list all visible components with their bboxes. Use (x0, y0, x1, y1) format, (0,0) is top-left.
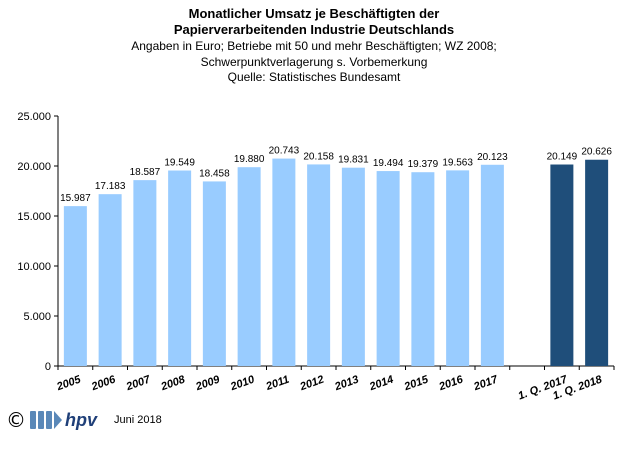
bar (446, 170, 470, 366)
data-label: 20.158 (303, 151, 334, 162)
chart-subtitle-line-2: Schwerpunktverlagerung s. Vorbemerkung (201, 55, 428, 69)
hpv-logo: hpv (30, 409, 108, 431)
chart-subtitle-line-3: Quelle: Statistisches Bundesamt (228, 70, 401, 84)
x-category-label: 2008 (159, 373, 188, 393)
bar (307, 164, 331, 366)
y-tick-label: 25.000 (17, 111, 51, 123)
chart-title-line-1: Monatlicher Umsatz je Beschäftigten der (189, 6, 440, 21)
data-label: 17.183 (95, 181, 126, 192)
hpv-logo-text: hpv (65, 410, 98, 430)
y-tick-label: 15.000 (17, 211, 51, 223)
bar (133, 180, 157, 366)
bar (237, 167, 261, 366)
bar (98, 194, 122, 366)
x-category-label: 2015 (402, 373, 431, 393)
bar (550, 164, 574, 366)
data-label: 18.458 (199, 168, 230, 179)
data-label: 19.563 (442, 157, 473, 168)
data-label: 19.831 (338, 155, 369, 166)
x-category-label: 2007 (124, 373, 153, 393)
y-tick-label: 0 (45, 361, 51, 373)
x-category-label: 2013 (332, 374, 360, 394)
data-label: 20.123 (477, 152, 508, 163)
bar (272, 158, 296, 366)
chart-subtitle-line-1: Angaben in Euro; Betriebe mit 50 und meh… (131, 39, 497, 53)
bar (202, 181, 226, 366)
data-label: 19.379 (408, 159, 439, 170)
data-label: 19.880 (234, 154, 265, 165)
x-category-label: 2014 (367, 374, 395, 394)
data-label: 19.494 (373, 158, 404, 169)
bar (480, 164, 504, 366)
x-category-label: 2016 (437, 373, 466, 393)
y-tick-label: 20.000 (17, 161, 51, 173)
bar (376, 171, 400, 366)
x-category-label: 2005 (54, 373, 83, 393)
x-category-label: 2010 (228, 373, 257, 393)
data-label: 20.149 (547, 152, 578, 163)
chart-title-line-2: Papierverarbeitenden Industrie Deutschla… (174, 22, 454, 37)
footer-date: Juni 2018 (114, 414, 162, 426)
hpv-logo-icon: hpv (30, 410, 98, 430)
x-category-label: 2012 (298, 374, 326, 394)
x-category-label: 2011 (264, 374, 291, 394)
data-label: 18.587 (130, 167, 161, 178)
bar (63, 206, 87, 366)
bar (411, 172, 435, 366)
data-label: 20.743 (269, 146, 300, 157)
plot-area: 0 5.000 10.000 15.000 20.000 25.000 15.987 2005… (17, 111, 615, 402)
y-tick-label: 5.000 (23, 311, 51, 323)
x-category-label: 2006 (89, 373, 118, 393)
bar (585, 159, 609, 366)
bar (168, 170, 192, 366)
data-label: 20.626 (581, 147, 612, 158)
x-category-label: 2017 (471, 373, 500, 393)
x-category-label: 2009 (193, 373, 222, 393)
data-label: 15.987 (60, 193, 91, 204)
y-tick-label: 10.000 (17, 261, 51, 273)
data-label: 19.549 (164, 158, 195, 169)
bar (341, 167, 365, 366)
copyright-symbol: © (6, 408, 26, 432)
footer: © hpv Juni 2018 (6, 408, 162, 432)
